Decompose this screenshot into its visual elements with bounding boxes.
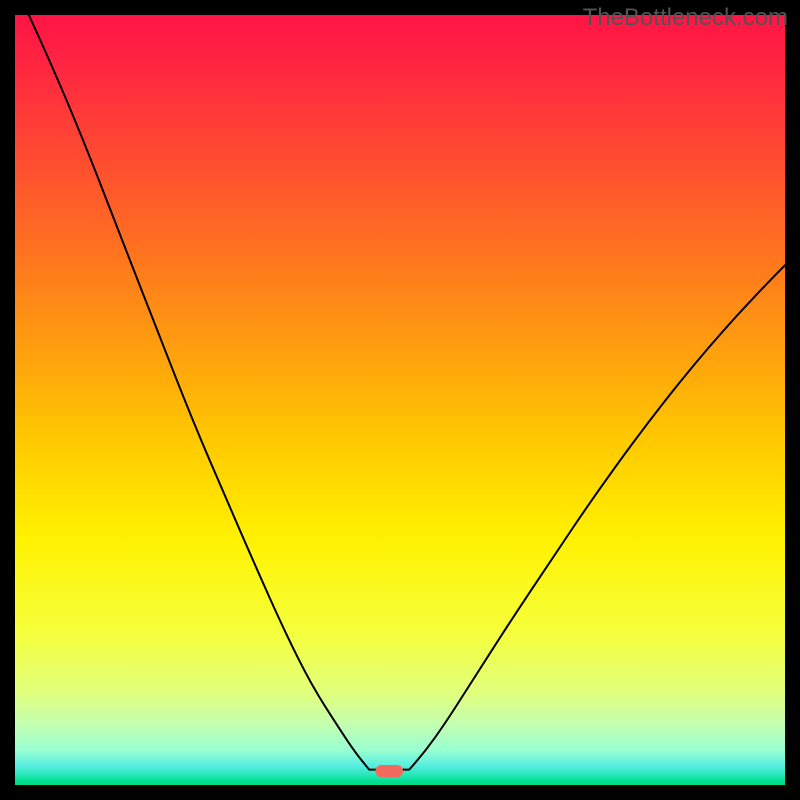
watermark-text: TheBottleneck.com xyxy=(583,4,788,32)
optimal-point-marker xyxy=(375,765,403,777)
gradient-background xyxy=(15,15,785,785)
bottleneck-chart xyxy=(15,15,785,785)
plot-area xyxy=(15,15,785,785)
canvas-root: TheBottleneck.com xyxy=(0,0,800,800)
